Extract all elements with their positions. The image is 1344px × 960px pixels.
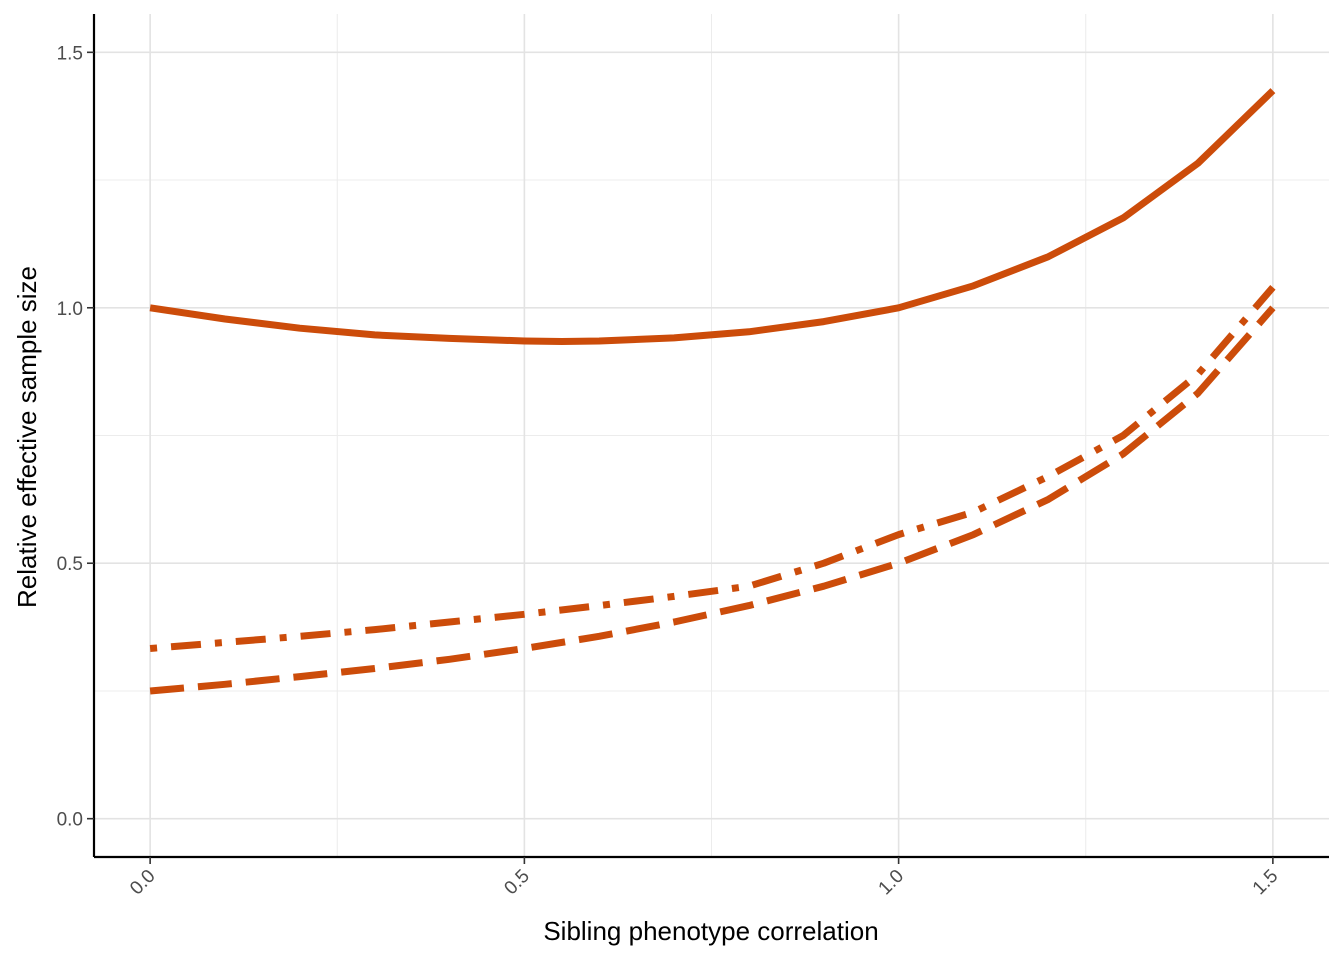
series-line-solid	[149, 88, 1276, 345]
x-axis-title: Sibling phenotype correlation	[543, 916, 878, 946]
series-line-dotdash	[149, 285, 1276, 652]
grid	[94, 14, 1329, 857]
y-tick-label: 1.0	[57, 299, 83, 320]
y-axis-title: Relative effective sample size	[12, 266, 42, 608]
x-tick-label: 0.0	[126, 866, 160, 900]
axes: 0.0 0.5 1.0 1.5 0.0 0.5 1.0 1.5	[57, 14, 1329, 899]
y-tick-label: 0.5	[57, 554, 83, 575]
y-tick-label: 0.0	[57, 810, 83, 831]
series-line-longdash	[149, 305, 1276, 695]
y-tick-label: 1.5	[57, 43, 83, 64]
x-tick-label: 1.5	[1249, 866, 1283, 900]
x-tick-label: 1.0	[875, 866, 909, 900]
plot-series	[149, 88, 1276, 695]
x-tick-label: 0.5	[500, 866, 534, 900]
